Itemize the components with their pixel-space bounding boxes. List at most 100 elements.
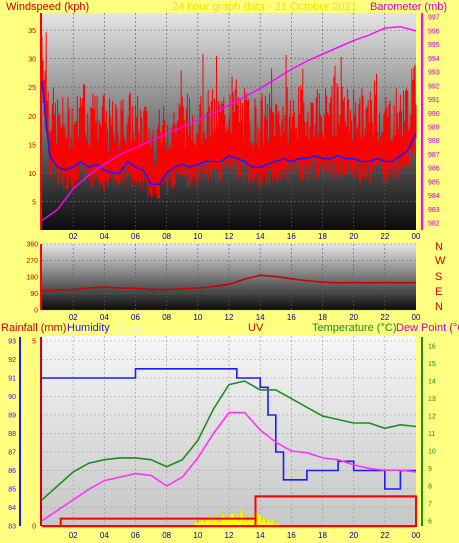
humidity-tick: 88 xyxy=(8,431,16,438)
humidity-tick: 85 xyxy=(8,487,16,494)
barometer-tick: 997 xyxy=(428,15,440,22)
temperature-tick: 9 xyxy=(428,466,432,473)
barometer-tick: 995 xyxy=(428,42,440,49)
x-tick-top: 06 xyxy=(131,232,140,241)
humidity-tick: 87 xyxy=(8,450,16,457)
barometer-tick: 988 xyxy=(428,138,440,145)
x-tick-bottom: 20 xyxy=(349,531,358,540)
barometer-tick: 982 xyxy=(428,221,440,228)
temperature-tick: 16 xyxy=(428,344,436,351)
x-tick-mid: 04 xyxy=(100,313,109,322)
x-tick-top: 12 xyxy=(225,232,234,241)
humidity-tick: 93 xyxy=(8,339,16,346)
x-tick-top: 04 xyxy=(100,232,109,241)
temperature-tick: 10 xyxy=(428,448,436,455)
series-temperature xyxy=(41,380,417,501)
wind-gust-band xyxy=(41,32,417,199)
barometer-tick: 993 xyxy=(428,70,440,77)
dewpoint-label: Dew Point (°C xyxy=(396,322,459,334)
humidity-tick: 89 xyxy=(8,413,16,420)
direction-tick: 360 xyxy=(26,242,38,249)
humidity-tick: 83 xyxy=(8,524,16,531)
x-tick-top: 08 xyxy=(162,232,171,241)
barometer-tick: 990 xyxy=(428,111,440,118)
temperature-label: Temperature (°C) xyxy=(312,322,396,334)
x-tick-bottom: 04 xyxy=(100,531,109,540)
humidity-label: Humidity xyxy=(67,322,110,334)
barometer-tick: 983 xyxy=(428,207,440,214)
x-tick-mid: 06 xyxy=(131,313,140,322)
barometer-tick: 987 xyxy=(428,152,440,159)
direction-tick: 90 xyxy=(30,291,38,298)
x-tick-top: 16 xyxy=(287,232,296,241)
x-tick-mid: 12 xyxy=(225,313,234,322)
x-tick-top: 14 xyxy=(256,232,265,241)
direction-labels: N W S E N xyxy=(435,241,446,313)
chart-title: 24 hour graph data - 21 October 2021 xyxy=(172,1,357,13)
x-tick-mid: 08 xyxy=(162,313,171,322)
x-tick-mid: 02 xyxy=(69,313,78,322)
windspeed-axis-title: Windspeed (kph) xyxy=(6,1,89,13)
barometer-tick: 985 xyxy=(428,179,440,186)
x-tick-top: 10 xyxy=(193,232,202,241)
humidity-tick: 91 xyxy=(8,376,16,383)
barometer-tick: 994 xyxy=(428,56,440,63)
barometer-tick: 989 xyxy=(428,124,440,131)
humidity-tick: 84 xyxy=(8,505,16,512)
series-windspeed-avg xyxy=(41,81,417,186)
barometer-tick: 986 xyxy=(428,166,440,173)
x-tick-bottom: 02 xyxy=(69,531,78,540)
direction-tick: 0 xyxy=(34,308,38,315)
windspeed-tick: 25 xyxy=(28,85,36,92)
x-tick-mid: 20 xyxy=(349,313,358,322)
barometer-axis-title: Barometer (mb) xyxy=(370,1,447,13)
series-dewpoint xyxy=(41,411,417,522)
x-tick-mid: 16 xyxy=(287,313,296,322)
x-tick-top: 22 xyxy=(380,232,389,241)
temperature-tick: 12 xyxy=(428,414,436,421)
humidity-tick: 86 xyxy=(8,468,16,475)
x-tick-bottom: 18 xyxy=(318,531,327,540)
x-tick-bottom: 14 xyxy=(256,531,265,540)
x-tick-bottom: 12 xyxy=(225,531,234,540)
rainfall-tick: 0 xyxy=(32,524,36,531)
series-solar xyxy=(186,508,287,527)
temperature-tick: 15 xyxy=(428,361,436,368)
windspeed-tick: 20 xyxy=(28,114,36,121)
direction-tick: 180 xyxy=(26,275,38,282)
direction-w: W xyxy=(435,255,446,267)
temperature-tick: 7 xyxy=(428,501,432,508)
windspeed-tick: 10 xyxy=(28,171,36,178)
x-tick-top: 18 xyxy=(318,232,327,241)
x-tick-mid: 14 xyxy=(256,313,265,322)
x-tick-top: 02 xyxy=(69,232,78,241)
windspeed-tick: 35 xyxy=(28,28,36,35)
direction-s: S xyxy=(435,271,442,283)
direction-e: E xyxy=(435,286,442,298)
solar-label: Solar xyxy=(117,322,143,334)
humidity-tick: 90 xyxy=(8,394,16,401)
x-tick-mid: 18 xyxy=(318,313,327,322)
x-tick-bottom: 22 xyxy=(380,531,389,540)
temperature-tick: 14 xyxy=(428,379,436,386)
x-tick-mid: 00 xyxy=(412,313,421,322)
direction-n-top: N xyxy=(435,241,443,253)
series-wind-direction xyxy=(41,274,417,292)
x-tick-bottom: 06 xyxy=(131,531,140,540)
x-tick-bottom: 00 xyxy=(412,531,421,540)
temperature-tick: 6 xyxy=(428,518,432,525)
windspeed-tick: 15 xyxy=(28,142,36,149)
x-tick-bottom: 16 xyxy=(287,531,296,540)
direction-tick: 270 xyxy=(26,258,38,265)
series-layer xyxy=(41,25,417,527)
x-tick-top: 20 xyxy=(349,232,358,241)
direction-n-bottom: N xyxy=(435,301,443,313)
x-tick-bottom: 08 xyxy=(162,531,171,540)
temperature-tick: 11 xyxy=(428,431,435,438)
humidity-tick: 92 xyxy=(8,357,16,364)
barometer-tick: 992 xyxy=(428,83,440,90)
barometer-tick: 984 xyxy=(428,193,440,200)
barometer-tick: 996 xyxy=(428,28,440,35)
windspeed-tick: 5 xyxy=(32,199,36,206)
rainfall-label: Rainfall (mm) xyxy=(1,322,66,334)
